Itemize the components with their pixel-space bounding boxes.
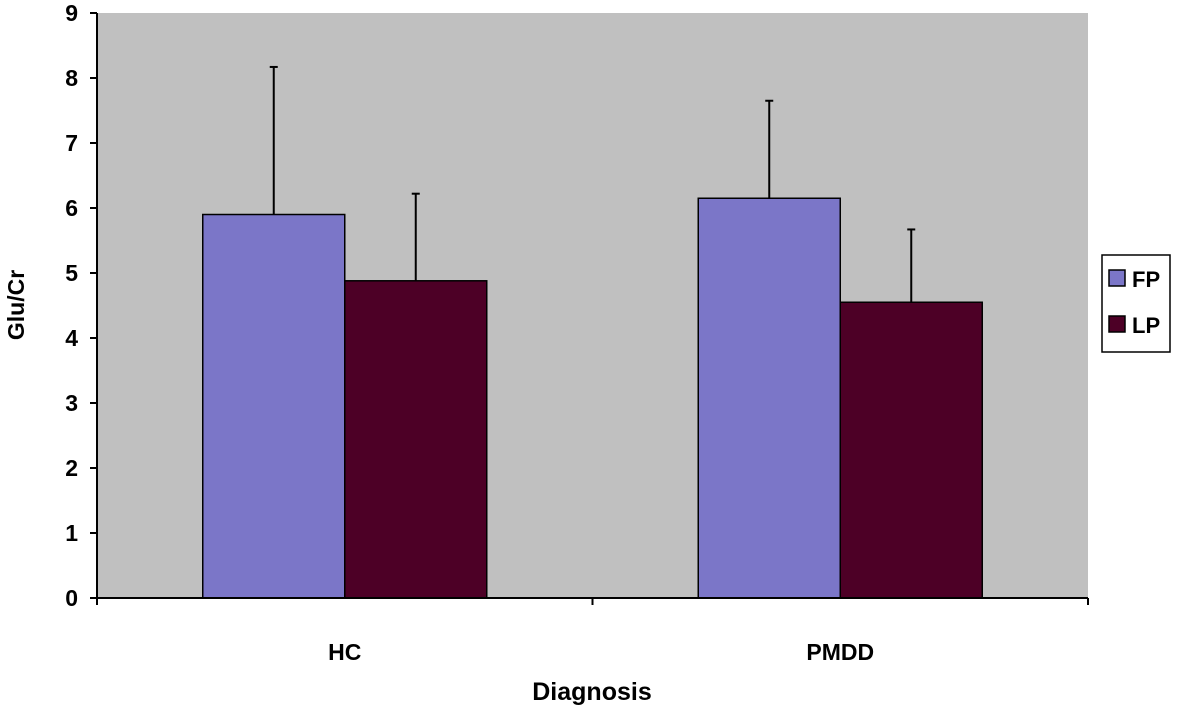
- y-tick-label: 6: [65, 195, 78, 221]
- y-tick-label: 1: [65, 520, 78, 546]
- y-tick-label: 5: [65, 260, 78, 286]
- y-tick-label: 2: [65, 455, 78, 481]
- legend-label-lp: LP: [1132, 313, 1160, 338]
- legend-label-fp: FP: [1132, 267, 1160, 292]
- bar-lp-hc: [344, 280, 488, 599]
- y-tick-label: 0: [65, 585, 78, 611]
- y-tick-label: 8: [65, 65, 78, 91]
- legend-swatch-lp: [1108, 315, 1126, 333]
- bar-fp-hc: [202, 213, 346, 599]
- legend-swatch-fp: [1108, 269, 1126, 287]
- x-axis-label: Diagnosis: [532, 678, 651, 706]
- y-tick-label: 4: [65, 325, 78, 351]
- y-tick-label: 7: [65, 130, 78, 156]
- bar-lp-pmdd: [839, 301, 983, 599]
- y-tick-label: 9: [65, 0, 78, 26]
- x-tick-label: PMDD: [806, 639, 874, 665]
- x-tick-label: HC: [328, 639, 361, 665]
- y-tick-label: 3: [65, 390, 78, 416]
- y-axis-label: Glu/Cr: [3, 270, 29, 340]
- legend: FP LP: [1101, 254, 1171, 353]
- bar-fp-pmdd: [697, 197, 841, 599]
